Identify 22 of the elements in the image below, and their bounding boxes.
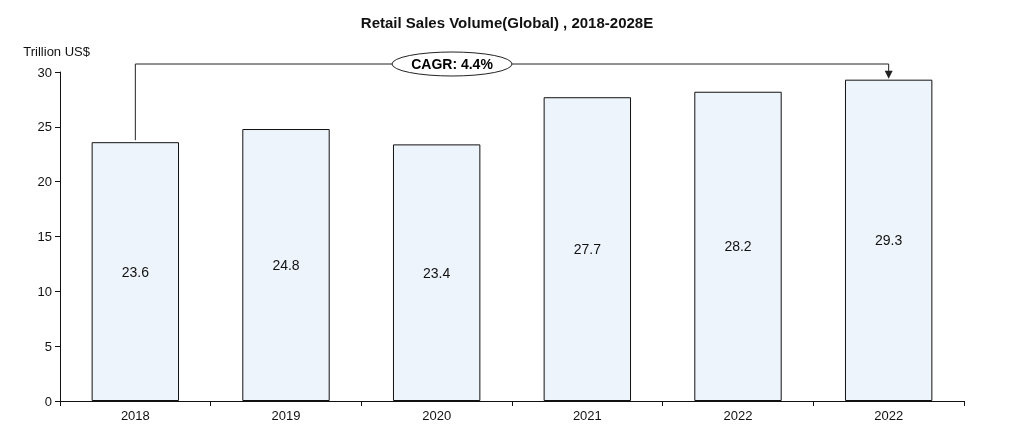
y-axis-title: Trillion US$	[23, 44, 91, 59]
y-tick-label: 0	[44, 393, 52, 409]
x-tick-label: 2022	[874, 408, 904, 423]
data-label: 24.8	[272, 257, 300, 274]
x-tick-label: 2021	[572, 408, 602, 423]
data-label: 23.6	[121, 263, 150, 280]
data-label: 23.4	[423, 264, 451, 281]
y-tick-label: 5	[44, 338, 52, 354]
data-label: 27.7	[573, 241, 602, 258]
x-tick-label: 2020	[422, 408, 452, 423]
x-tick-label: 2018	[120, 408, 150, 423]
y-tick-label: 30	[37, 64, 52, 80]
text: CAGR: 4.4%	[411, 56, 494, 72]
y-tick-label: 20	[37, 174, 52, 190]
chart-title: Retail Sales Volume(Global) , 2018-2028E	[360, 14, 654, 31]
y-tick-label: 15	[37, 229, 52, 244]
data-label: 28.2	[724, 238, 752, 255]
y-tick-label: 25	[37, 119, 52, 135]
x-tick-label: 2022	[723, 408, 753, 423]
data-label: 29.3	[875, 232, 903, 249]
y-tick-label: 10	[37, 283, 52, 299]
x-tick-label: 2019	[271, 408, 301, 423]
